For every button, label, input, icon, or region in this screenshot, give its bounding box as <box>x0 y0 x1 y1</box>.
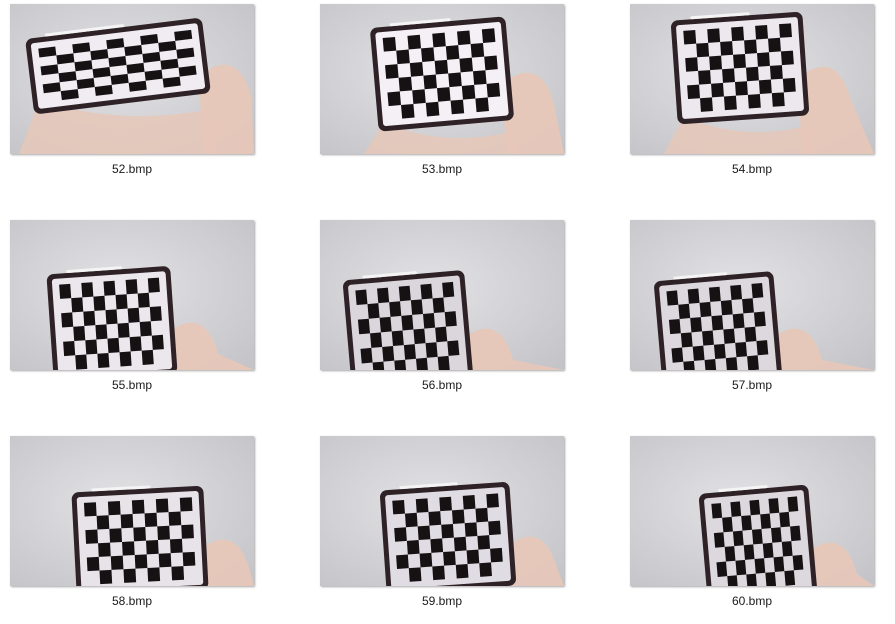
file-name[interactable]: 58.bmp <box>111 594 153 608</box>
thumbnail-image[interactable] <box>630 220 874 370</box>
checkerboard-photo-icon <box>320 4 564 154</box>
file-name[interactable]: 54.bmp <box>731 162 773 176</box>
checkerboard-photo-icon <box>10 4 254 154</box>
thumbnail-image[interactable] <box>10 436 254 586</box>
thumbnail-image[interactable] <box>630 436 874 586</box>
checkerboard-photo-icon <box>630 220 874 370</box>
checkerboard-photo-icon <box>630 4 874 154</box>
file-item[interactable]: 60.bmp <box>630 436 876 624</box>
file-item[interactable]: 53.bmp <box>320 4 566 192</box>
thumbnail-image[interactable] <box>320 4 564 154</box>
file-item[interactable]: 56.bmp <box>320 220 566 408</box>
file-item[interactable]: 57.bmp <box>630 220 876 408</box>
file-item[interactable]: 54.bmp <box>630 4 876 192</box>
file-name[interactable]: 53.bmp <box>421 162 463 176</box>
file-name[interactable]: 55.bmp <box>111 378 153 392</box>
checkerboard-photo-icon <box>630 436 874 586</box>
file-name[interactable]: 60.bmp <box>731 594 773 608</box>
file-item[interactable]: 59.bmp <box>320 436 566 624</box>
thumbnail-image[interactable] <box>630 4 874 154</box>
file-name[interactable]: 52.bmp <box>111 162 153 176</box>
checkerboard-photo-icon <box>320 220 564 370</box>
thumbnail-image[interactable] <box>10 4 254 154</box>
file-name[interactable]: 57.bmp <box>731 378 773 392</box>
thumbnail-image[interactable] <box>320 436 564 586</box>
file-name[interactable]: 59.bmp <box>421 594 463 608</box>
thumbnail-image[interactable] <box>320 220 564 370</box>
checkerboard-photo-icon <box>320 436 564 586</box>
file-item[interactable]: 52.bmp <box>10 4 256 192</box>
thumbnail-image[interactable] <box>10 220 254 370</box>
file-item[interactable]: 58.bmp <box>10 436 256 624</box>
checkerboard-photo-icon <box>10 436 254 586</box>
file-name[interactable]: 56.bmp <box>421 378 463 392</box>
checkerboard-photo-icon <box>10 220 254 370</box>
file-item[interactable]: 55.bmp <box>10 220 256 408</box>
